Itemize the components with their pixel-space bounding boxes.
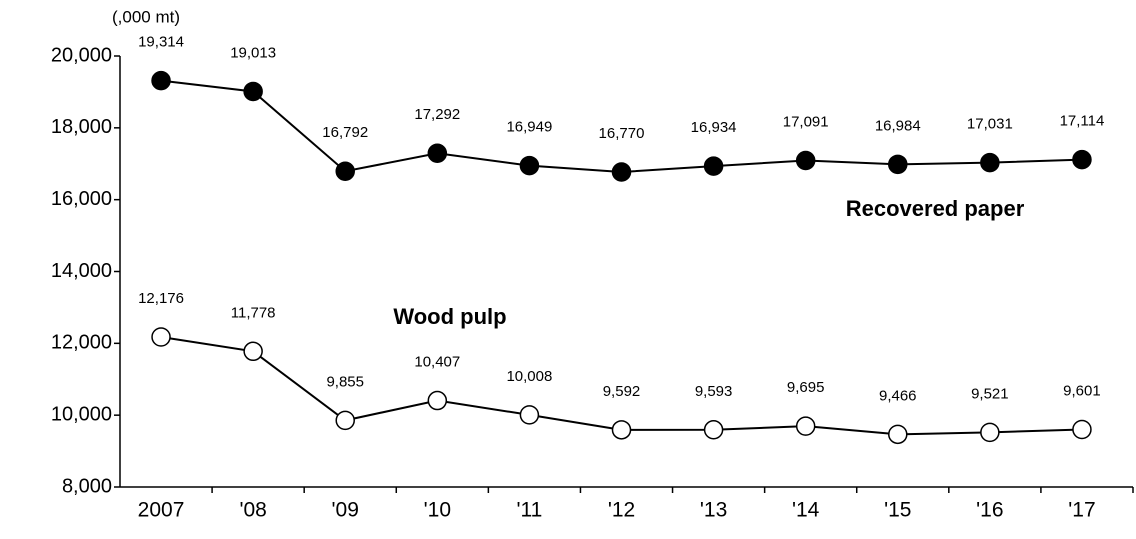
x-tick-label: '12 — [608, 499, 635, 522]
y-tick-label: 16,000 — [51, 188, 112, 210]
value-label: 16,984 — [875, 117, 921, 134]
value-label: 9,521 — [971, 385, 1009, 402]
point — [980, 152, 1000, 173]
point — [519, 405, 540, 425]
y-tick-label: 8,000 — [62, 475, 112, 497]
value-label: 17,114 — [1060, 113, 1105, 130]
x-tick-label: '16 — [976, 499, 1003, 522]
point — [611, 162, 632, 182]
point — [151, 70, 171, 91]
point — [795, 416, 816, 436]
value-label: 17,031 — [967, 116, 1013, 133]
point — [427, 390, 448, 411]
value-label: 12,176 — [138, 290, 184, 307]
point — [427, 143, 448, 164]
x-tick-label: '10 — [424, 499, 451, 522]
y-tick-label: 18,000 — [51, 116, 112, 138]
series-label: Recovered paper — [846, 196, 1025, 221]
series-label: Wood pulp — [393, 304, 506, 329]
value-label: 19,314 — [138, 34, 184, 51]
point — [1072, 419, 1092, 440]
value-label: 9,593 — [695, 383, 733, 400]
value-label: 16,934 — [691, 119, 737, 136]
y-tick-label: 20,000 — [51, 44, 112, 66]
point — [795, 150, 816, 171]
point — [519, 155, 540, 176]
x-tick-label: '14 — [792, 499, 820, 522]
value-label: 9,601 — [1063, 382, 1101, 399]
point — [151, 327, 171, 347]
x-tick-label: '09 — [332, 499, 359, 522]
point — [243, 81, 263, 102]
value-label: 16,770 — [599, 125, 645, 142]
value-label: 11,778 — [231, 304, 276, 321]
value-label: 16,949 — [506, 119, 552, 136]
point — [335, 161, 355, 181]
value-label: 9,695 — [787, 379, 825, 396]
y-tick-label: 10,000 — [51, 403, 112, 425]
value-label: 19,013 — [230, 44, 276, 61]
x-tick-label: 2007 — [138, 499, 185, 522]
point — [703, 156, 724, 176]
point — [243, 341, 263, 362]
value-label: 17,292 — [414, 106, 460, 123]
value-label: 10,407 — [414, 354, 460, 371]
y-tick-label: 12,000 — [51, 332, 112, 354]
point — [888, 424, 908, 445]
y-tick-label: 14,000 — [51, 260, 112, 282]
point — [888, 154, 908, 175]
unit-label: (,000 mt) — [112, 7, 180, 26]
point — [335, 410, 355, 431]
value-label: 9,855 — [326, 373, 364, 390]
value-label: 9,592 — [603, 383, 641, 400]
value-label: 17,091 — [783, 113, 829, 130]
point — [1072, 149, 1092, 170]
x-tick-label: '17 — [1068, 499, 1095, 522]
value-label: 10,008 — [506, 368, 552, 385]
x-tick-label: '13 — [700, 499, 727, 522]
point — [980, 422, 1000, 443]
point — [611, 420, 632, 440]
x-tick-label: '08 — [239, 499, 266, 522]
point — [703, 420, 724, 440]
value-label: 9,466 — [879, 387, 917, 404]
x-tick-label: '11 — [517, 499, 543, 522]
value-label: 16,792 — [322, 124, 368, 141]
x-tick-label: '15 — [884, 499, 911, 522]
